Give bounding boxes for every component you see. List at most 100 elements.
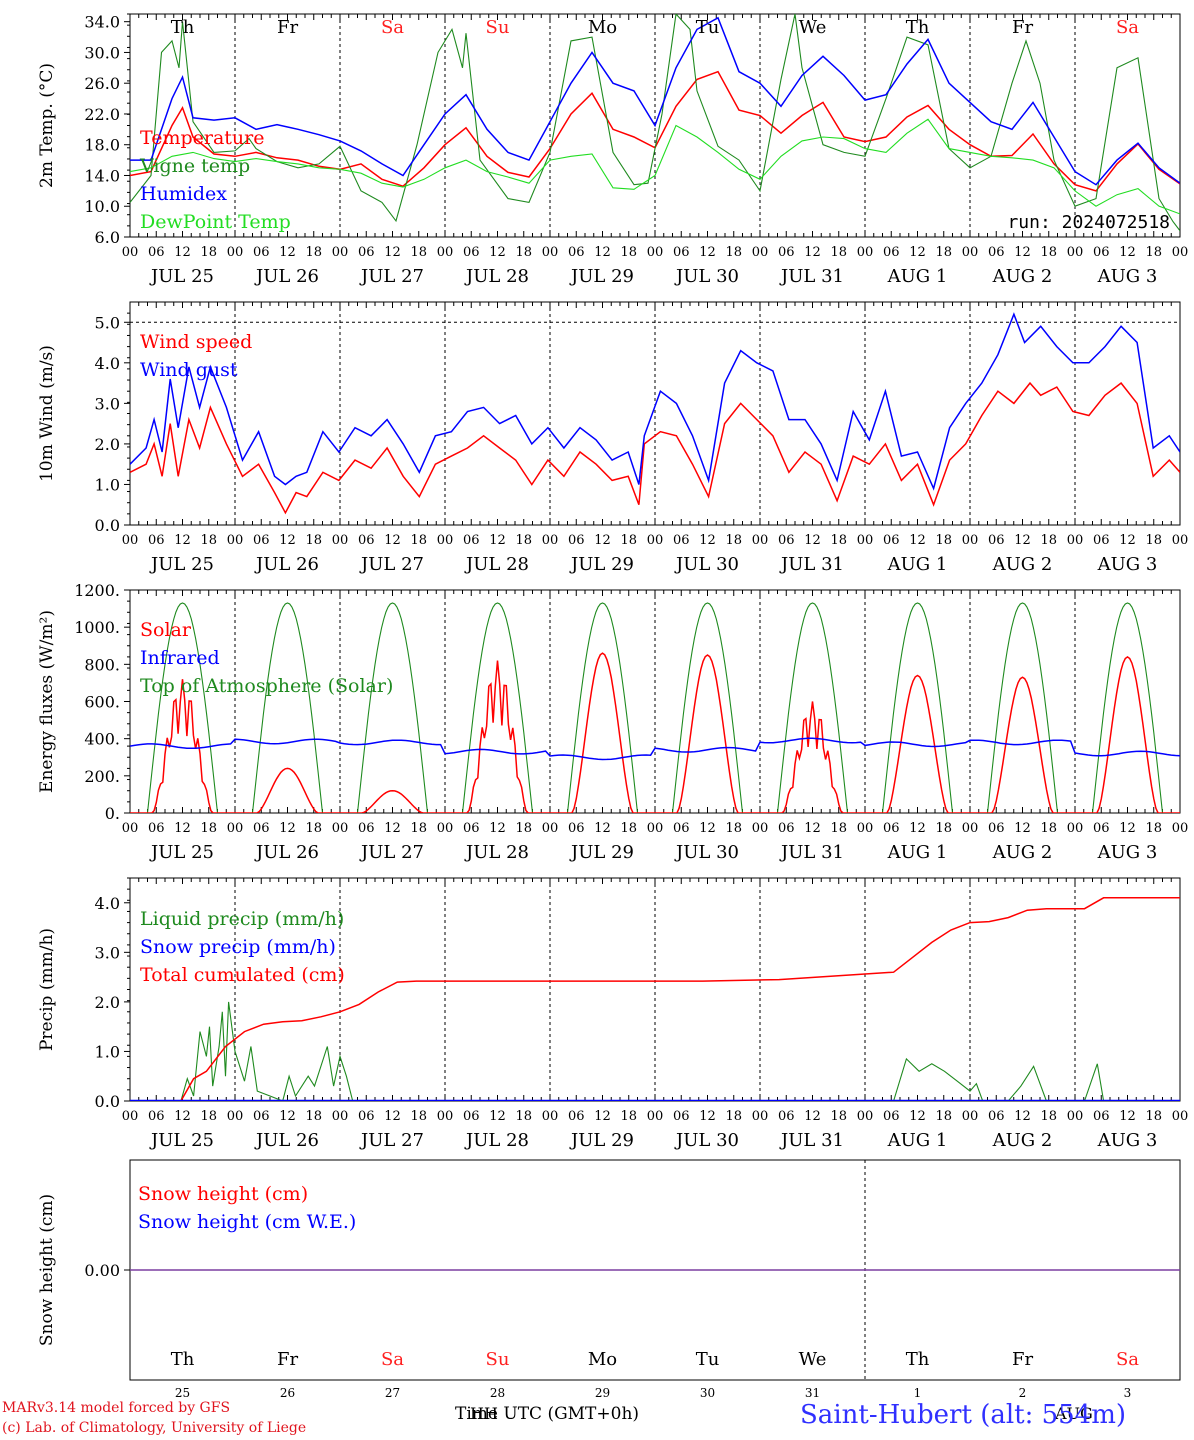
series-humidex bbox=[130, 16, 1180, 186]
x-axis-title: Time UTC (GMT+0h) bbox=[455, 1404, 640, 1424]
hour-tick-label: 00 bbox=[962, 1109, 979, 1124]
date-label: JUL 25 bbox=[149, 842, 214, 863]
date-label: JUL 25 bbox=[149, 1130, 214, 1151]
hour-tick-label: 18 bbox=[1040, 1109, 1057, 1124]
hour-tick-label: 06 bbox=[568, 1109, 585, 1124]
legend-entry: Top of Atmosphere (Solar) bbox=[140, 675, 393, 697]
hour-tick-label: 06 bbox=[148, 245, 165, 260]
hour-tick-label: 18 bbox=[725, 1109, 742, 1124]
hour-tick-label: 12 bbox=[1014, 821, 1031, 836]
hour-tick-label: 12 bbox=[1014, 245, 1031, 260]
hour-tick-label: 06 bbox=[568, 245, 585, 260]
day-number: 27 bbox=[385, 1386, 400, 1400]
hour-tick-label: 00 bbox=[962, 821, 979, 836]
hour-tick-label: 00 bbox=[122, 533, 139, 548]
panel-1 bbox=[124, 13, 1181, 238]
date-label: JUL 27 bbox=[359, 1130, 424, 1151]
date-label: AUG 1 bbox=[887, 266, 948, 287]
legend-entry: Snow precip (mm/h) bbox=[140, 936, 336, 958]
day-number: 28 bbox=[490, 1386, 505, 1400]
hour-tick-label: 12 bbox=[279, 245, 296, 260]
date-label: AUG 1 bbox=[887, 1130, 948, 1151]
hour-tick-label: 12 bbox=[174, 245, 191, 260]
date-label: AUG 3 bbox=[1097, 1130, 1158, 1151]
hour-tick-label: 18 bbox=[515, 533, 532, 548]
hour-tick-label: 18 bbox=[410, 821, 427, 836]
station-name: Saint-Hubert (alt: 554m) bbox=[800, 1400, 1127, 1430]
hour-tick-label: 12 bbox=[804, 821, 821, 836]
x-axis-overlay: HH bbox=[470, 1404, 498, 1423]
y-tick-label: 1200. bbox=[74, 581, 120, 600]
date-label: JUL 30 bbox=[674, 842, 739, 863]
hour-tick-label: 00 bbox=[122, 821, 139, 836]
hour-tick-label: 18 bbox=[620, 1109, 637, 1124]
series-group bbox=[130, 602, 1180, 813]
hour-tick-label: 00 bbox=[962, 245, 979, 260]
hour-tick-label: 12 bbox=[1119, 821, 1136, 836]
hour-tick-label: 06 bbox=[883, 245, 900, 260]
y-tick-label: 3.0 bbox=[95, 394, 120, 413]
hour-tick-label: 00 bbox=[647, 1109, 664, 1124]
y-tick-label: 1.0 bbox=[95, 1042, 120, 1061]
hour-tick-label: 18 bbox=[725, 533, 742, 548]
hour-tick-label: 06 bbox=[253, 245, 270, 260]
y-tick-label: 34.0 bbox=[84, 13, 120, 32]
series-vigne-temp bbox=[130, 14, 1180, 232]
date-label: AUG 1 bbox=[887, 842, 948, 863]
weekday-bottom: Tu bbox=[696, 1349, 720, 1370]
weekday-top: Sa bbox=[381, 17, 404, 38]
series-wind-gust bbox=[130, 312, 1180, 491]
y-tick-label: 600. bbox=[84, 693, 120, 712]
y-tick-label: 2.0 bbox=[95, 993, 120, 1012]
hour-tick-label: 18 bbox=[410, 533, 427, 548]
hour-tick-label: 18 bbox=[1040, 821, 1057, 836]
hour-tick-label: 06 bbox=[463, 245, 480, 260]
hour-tick-label: 06 bbox=[988, 1109, 1005, 1124]
weekday-top: Th bbox=[906, 17, 930, 38]
hour-tick-label: 00 bbox=[227, 1109, 244, 1124]
y-axis-label: 10m Wind (m/s) bbox=[37, 345, 57, 482]
y-tick-label: 200. bbox=[84, 767, 120, 786]
hour-tick-label: 12 bbox=[174, 821, 191, 836]
hour-tick-label: 18 bbox=[935, 245, 952, 260]
hour-tick-label: 06 bbox=[568, 533, 585, 548]
hour-tick-label: 12 bbox=[489, 1109, 506, 1124]
date-label: JUL 26 bbox=[254, 842, 319, 863]
hour-tick-label: 18 bbox=[305, 821, 322, 836]
date-label: JUL 31 bbox=[779, 554, 844, 575]
date-label: AUG 2 bbox=[992, 266, 1053, 287]
hour-tick-label: 06 bbox=[253, 1109, 270, 1124]
hour-tick-label: 06 bbox=[253, 821, 270, 836]
hour-tick-label: 18 bbox=[305, 533, 322, 548]
hour-tick-label: 18 bbox=[830, 533, 847, 548]
weekday-bottom: Th bbox=[171, 1349, 195, 1370]
hour-tick-label: 12 bbox=[384, 245, 401, 260]
hour-tick-label: 18 bbox=[620, 245, 637, 260]
hour-tick-label: 00 bbox=[752, 533, 769, 548]
legend-entry: Vigne temp bbox=[139, 155, 250, 177]
hour-tick-label: 00 bbox=[1067, 245, 1084, 260]
hour-tick-label: 12 bbox=[279, 1109, 296, 1124]
date-label: JUL 27 bbox=[359, 842, 424, 863]
y-tick-label: 10.0 bbox=[84, 197, 120, 216]
weekday-top: Fr bbox=[1012, 17, 1033, 38]
series-group bbox=[130, 312, 1180, 515]
hour-tick-label: 18 bbox=[725, 821, 742, 836]
hour-tick-label: 18 bbox=[200, 821, 217, 836]
legend-entry: Temperature bbox=[140, 127, 264, 149]
hour-tick-label: 12 bbox=[384, 1109, 401, 1124]
hour-tick-label: 06 bbox=[673, 1109, 690, 1124]
date-label: JUL 29 bbox=[569, 266, 634, 287]
hour-tick-label: 06 bbox=[778, 533, 795, 548]
weekday-top: We bbox=[799, 17, 827, 38]
hour-tick-label: 06 bbox=[778, 245, 795, 260]
day-number: 3 bbox=[1124, 1386, 1132, 1400]
hour-tick-label: 00 bbox=[1172, 245, 1189, 260]
date-label: JUL 30 bbox=[674, 266, 739, 287]
date-label: AUG 2 bbox=[992, 554, 1053, 575]
hour-tick-label: 06 bbox=[358, 821, 375, 836]
hour-tick-label: 18 bbox=[200, 245, 217, 260]
panel-4 bbox=[124, 877, 1181, 1102]
legend-entry: Solar bbox=[140, 619, 192, 641]
